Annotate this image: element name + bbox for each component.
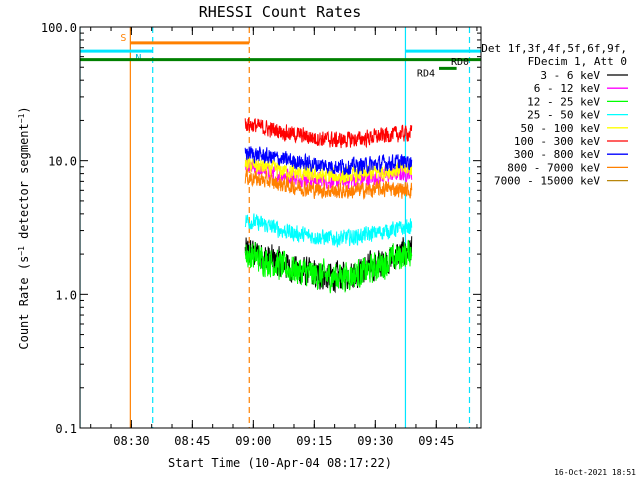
legend-label-4: 50 - 100 keV bbox=[521, 122, 601, 135]
series-line-300-800kev bbox=[244, 146, 413, 176]
y-axis-ticks: 0.1 1.0 10.0 100.0 bbox=[41, 21, 481, 436]
flag-label-s: S bbox=[120, 33, 126, 44]
legend-label-5: 100 - 300 keV bbox=[514, 135, 600, 148]
timestamp: 16-Oct-2021 18:51 bbox=[554, 468, 636, 477]
series-line-50-100kev bbox=[244, 156, 413, 184]
legend-label-3: 25 - 50 keV bbox=[527, 109, 600, 122]
y-tick-label-3: 100.0 bbox=[41, 21, 77, 35]
legend-label-0: 3 - 6 keV bbox=[540, 69, 600, 82]
x-tick-label-3: 09:15 bbox=[296, 434, 332, 448]
legend-header-line-1: Det 1f,3f,4f,5f,6f,9f, bbox=[481, 42, 627, 55]
y-axis-label: Count Rate (s−1 detector segment−1) bbox=[17, 106, 32, 349]
chart-title: RHESSI Count Rates bbox=[199, 3, 362, 21]
legend-label-7: 800 - 7000 keV bbox=[507, 161, 600, 174]
x-tick-label-0: 08:30 bbox=[113, 434, 149, 448]
legend-label-6: 300 - 800 keV bbox=[514, 148, 600, 161]
flag-label-rd0: RD0 bbox=[451, 57, 469, 68]
legend-label-8: 7000 - 15000 keV bbox=[494, 175, 600, 188]
flag-label-rd4: RD4 bbox=[417, 68, 435, 79]
y-axis-label-close: ) bbox=[17, 106, 31, 113]
y-axis-label-main: Count Rate (s bbox=[17, 256, 31, 350]
x-tick-label-1: 08:45 bbox=[174, 434, 210, 448]
series-line-6-12kev bbox=[244, 157, 413, 190]
series-lines bbox=[244, 117, 413, 294]
y-tick-label-1: 1.0 bbox=[55, 288, 77, 302]
x-tick-label-4: 09:30 bbox=[357, 434, 393, 448]
legend: Det 1f,3f,4f,5f,6f,9f, FDecim 1, Att 0 3… bbox=[481, 42, 628, 188]
x-axis-ticks: 08:30 08:45 09:00 09:15 09:30 09:45 bbox=[90, 27, 478, 448]
x-tick-label-5: 09:45 bbox=[418, 434, 454, 448]
series-line-100-300kev bbox=[244, 117, 413, 149]
y-tick-label-2: 10.0 bbox=[48, 155, 77, 169]
legend-label-1: 6 - 12 keV bbox=[534, 82, 601, 95]
x-axis-label: Start Time (10-Apr-04 08:17:22) bbox=[168, 456, 392, 470]
series-line-12-25kev bbox=[244, 239, 413, 294]
legend-header-line-2: FDecim 1, Att 0 bbox=[528, 55, 627, 68]
attenuator-flags: SNRD0RD4 bbox=[80, 33, 481, 79]
y-axis-label-sup-1: −1 bbox=[17, 246, 26, 256]
series-line-25-50kev bbox=[244, 213, 413, 248]
y-axis-label-segment: detector segment bbox=[17, 123, 31, 246]
plot-frame bbox=[79, 26, 482, 429]
legend-label-2: 12 - 25 keV bbox=[527, 95, 600, 108]
series-line-800-7000kev bbox=[244, 168, 413, 200]
x-tick-label-2: 09:00 bbox=[235, 434, 271, 448]
y-axis-label-sup-2: −1 bbox=[17, 113, 26, 123]
y-tick-label-0: 0.1 bbox=[55, 422, 77, 436]
